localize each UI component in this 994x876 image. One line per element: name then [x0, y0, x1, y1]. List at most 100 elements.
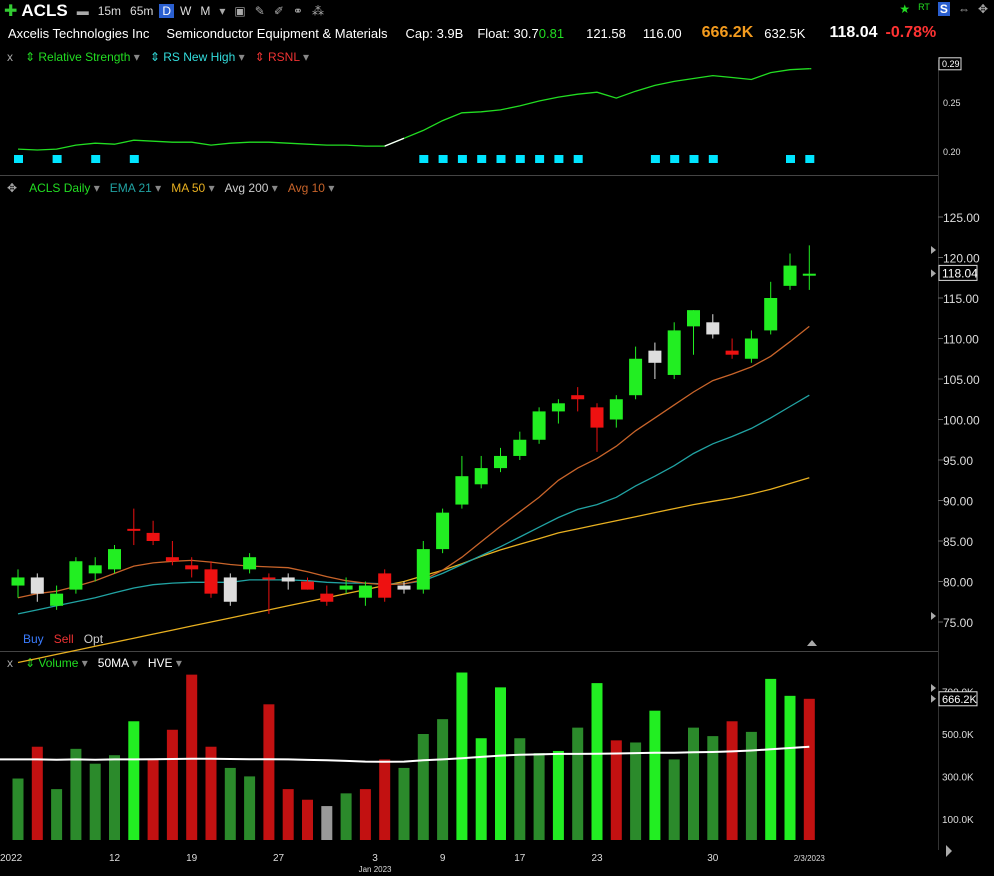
timeframe-15m[interactable]: 15m — [97, 4, 122, 18]
candle-body — [474, 468, 488, 485]
volume-bar — [745, 731, 757, 840]
avg-volume: 632.5K — [764, 25, 806, 41]
low-marker-icon — [931, 612, 936, 620]
x-axis-label: 30 — [707, 853, 719, 864]
volume-bar — [340, 793, 352, 840]
candle-body — [802, 273, 816, 276]
last-price: 118.04 — [829, 24, 878, 41]
avg200-legend-item[interactable]: Avg 200 ▾ — [224, 181, 278, 195]
timeframe-daily[interactable]: D — [159, 4, 175, 18]
volume-bar — [668, 759, 680, 840]
share-icon[interactable]: ⁂ — [311, 4, 324, 18]
candle-body — [609, 399, 623, 420]
timeframe-weekly[interactable]: W — [180, 4, 192, 18]
volume-bar — [31, 746, 43, 840]
symbol-label[interactable]: ACLS — [21, 1, 68, 20]
edit-icon[interactable]: ✎ — [254, 4, 265, 18]
volume-bar — [475, 738, 487, 840]
volume-bar — [359, 789, 371, 840]
rt-icon[interactable]: RT — [918, 2, 930, 12]
chart-type-icon[interactable]: ▬ — [76, 4, 89, 18]
volume-legend-item[interactable]: ⇕ Volume ▾ — [25, 656, 88, 670]
candle-body — [262, 577, 276, 580]
timeframe-monthly[interactable]: M — [200, 4, 211, 18]
move-icon[interactable]: ✥ — [977, 2, 988, 16]
price-axis-label: 100.00 — [943, 414, 980, 428]
rs-newhigh-marker — [419, 155, 429, 163]
rs-newhigh-legend-item[interactable]: ⇕ RS New High ▾ — [149, 50, 245, 64]
volume-bar — [572, 727, 584, 840]
candle-body — [783, 265, 797, 286]
day-high: 121.58 — [586, 25, 626, 41]
x-axis-sublabel: Jan 2023 — [359, 865, 392, 874]
volume-top-marker-icon — [931, 684, 936, 692]
price-axis-label: 80.00 — [943, 576, 973, 590]
candle-body — [108, 549, 121, 570]
s-icon[interactable]: S — [937, 2, 950, 16]
candle-body — [204, 569, 218, 594]
rs-legend-item[interactable]: ⇕ Relative Strength ▾ — [25, 50, 140, 64]
candle-body — [378, 573, 392, 598]
high-marker-icon — [931, 246, 936, 254]
avg10-legend-item[interactable]: Avg 10 ▾ — [287, 181, 335, 195]
price-axis-label: 105.00 — [943, 373, 980, 387]
candle-body — [706, 322, 720, 335]
price-axis-label: 95.00 — [943, 454, 973, 468]
close-icon[interactable]: x — [7, 656, 13, 670]
industry-name: Semiconductor Equipment & Materials — [166, 25, 388, 41]
day-volume: 666.2K — [701, 24, 754, 41]
ema21-legend-item[interactable]: EMA 21 ▾ — [109, 181, 162, 195]
plus-icon[interactable]: ✚ — [4, 3, 18, 20]
volume-bar — [630, 742, 642, 840]
rs-newhigh-marker — [438, 155, 448, 163]
volume-axis-label: 500.0K — [942, 730, 974, 741]
buy-button[interactable]: Buy — [23, 632, 44, 646]
candle-body — [629, 358, 643, 396]
volume-axis-label: 100.0K — [942, 815, 974, 826]
vol-50ma-legend-item[interactable]: 50MA ▾ — [97, 656, 138, 670]
candle-body — [69, 561, 83, 590]
volume-current-box — [938, 691, 978, 707]
volume-bar — [128, 721, 140, 840]
candle-body — [436, 512, 450, 550]
rs-newhigh-marker — [650, 155, 660, 163]
rs-panel-header: x ⇕ Relative Strength ▾ ⇕ RS New High ▾ … — [0, 48, 319, 66]
candle-body — [667, 330, 681, 375]
trade-buttons: Buy Sell Opt — [23, 632, 103, 646]
price-axis-label: 120.00 — [943, 252, 980, 266]
volume-ma-line — [0, 745, 810, 763]
ma50-legend-item[interactable]: MA 50 ▾ — [171, 181, 215, 195]
volume-bar — [417, 734, 429, 840]
pencil-icon[interactable]: ✐ — [273, 4, 284, 18]
toolbar: ✚ ACLS ▬ 15m 65m D W M ▾ ▣ ✎ ✐ ⚭ ⁂ ★ RT … — [0, 0, 994, 22]
dropdown-icon[interactable]: ▾ — [219, 4, 226, 18]
sell-button[interactable]: Sell — [53, 632, 74, 646]
hve-legend-item[interactable]: HVE ▾ — [147, 656, 182, 670]
volume-bar — [224, 767, 236, 840]
x-axis-label: 3 — [372, 853, 378, 864]
price-legend-item[interactable]: ACLS Daily ▾ — [29, 181, 100, 195]
link-icon[interactable]: ⚭ — [292, 4, 303, 18]
rs-newhigh-marker — [805, 155, 815, 163]
volume-bar — [533, 753, 545, 840]
rs-newhigh-marker — [786, 155, 795, 163]
x-axis-label: 2/3/2023 — [794, 854, 826, 863]
volume-bar — [803, 698, 815, 840]
rsnl-legend-item[interactable]: ⇕ RSNL ▾ — [254, 50, 309, 64]
star-icon[interactable]: ★ — [899, 2, 911, 16]
tv-icon[interactable]: ▣ — [234, 4, 246, 18]
rs-newhigh-marker — [670, 155, 680, 163]
timeframe-65m[interactable]: 65m — [130, 4, 154, 18]
rs-newhigh-marker — [91, 155, 101, 163]
volume-bar — [302, 799, 313, 840]
price-axis-label: 90.00 — [943, 495, 973, 509]
candle-body — [301, 581, 314, 590]
close-icon[interactable]: x — [7, 50, 13, 64]
volume-bar — [12, 778, 24, 840]
company-name: Axcelis Technologies Inc — [8, 25, 150, 41]
move-handle-icon[interactable]: ✥ — [7, 181, 18, 195]
options-button[interactable]: Opt — [83, 632, 104, 646]
pin-icon[interactable]: ⇔ — [957, 2, 970, 16]
avg10-line — [17, 325, 810, 599]
